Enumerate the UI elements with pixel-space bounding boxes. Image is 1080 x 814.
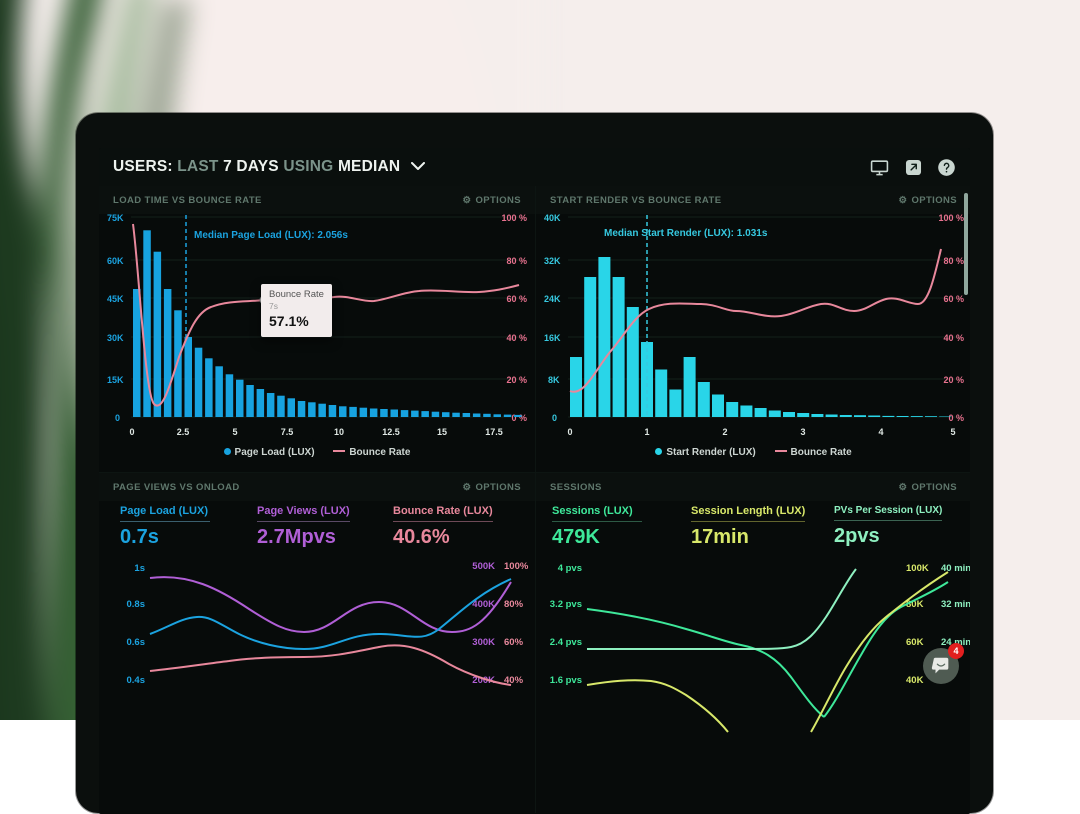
svg-text:30K: 30K <box>107 333 124 343</box>
svg-text:12.5: 12.5 <box>382 427 400 437</box>
svg-text:32 min: 32 min <box>941 599 970 610</box>
svg-text:75K: 75K <box>107 214 124 223</box>
svg-text:500K: 500K <box>472 561 495 572</box>
svg-text:3: 3 <box>800 427 805 437</box>
svg-text:100K: 100K <box>906 563 929 574</box>
svg-text:15: 15 <box>437 427 447 437</box>
svg-text:40 %: 40 % <box>506 333 527 343</box>
svg-text:2.5: 2.5 <box>177 427 190 437</box>
svg-text:60 %: 60 % <box>506 294 527 304</box>
svg-text:0 %: 0 % <box>511 413 527 423</box>
svg-text:60K: 60K <box>107 256 124 266</box>
svg-text:100%: 100% <box>504 561 529 572</box>
svg-text:15K: 15K <box>107 375 124 385</box>
svg-text:24K: 24K <box>544 294 561 304</box>
svg-text:0.6s: 0.6s <box>127 637 146 648</box>
svg-text:10: 10 <box>334 427 344 437</box>
svg-text:40 min: 40 min <box>941 563 970 574</box>
svg-text:0: 0 <box>129 427 134 437</box>
svg-text:1.6 pvs: 1.6 pvs <box>550 675 582 686</box>
svg-text:16K: 16K <box>544 333 561 343</box>
svg-text:17.5: 17.5 <box>485 427 503 437</box>
svg-text:40 %: 40 % <box>943 333 964 343</box>
svg-text:0: 0 <box>552 413 557 423</box>
svg-text:80%: 80% <box>504 599 524 610</box>
svg-text:0: 0 <box>115 413 120 423</box>
svg-text:0.4s: 0.4s <box>127 675 146 686</box>
svg-text:5: 5 <box>232 427 237 437</box>
svg-text:40K: 40K <box>906 675 924 686</box>
svg-text:80 %: 80 % <box>943 256 964 266</box>
svg-text:100 %: 100 % <box>938 214 964 223</box>
svg-text:40K: 40K <box>544 214 561 223</box>
svg-text:45K: 45K <box>107 294 124 304</box>
svg-text:1s: 1s <box>134 563 145 574</box>
svg-text:7.5: 7.5 <box>281 427 294 437</box>
svg-text:60 %: 60 % <box>943 294 964 304</box>
svg-text:100 %: 100 % <box>501 214 527 223</box>
svg-text:3.2 pvs: 3.2 pvs <box>550 599 582 610</box>
svg-text:300K: 300K <box>472 637 495 648</box>
svg-text:32K: 32K <box>544 256 561 266</box>
svg-text:20 %: 20 % <box>506 375 527 385</box>
svg-text:4: 4 <box>878 427 883 437</box>
svg-text:1: 1 <box>644 427 649 437</box>
svg-text:5: 5 <box>950 427 955 437</box>
svg-text:80 %: 80 % <box>506 256 527 266</box>
svg-text:60K: 60K <box>906 637 924 648</box>
svg-text:20 %: 20 % <box>943 375 964 385</box>
svg-text:2: 2 <box>722 427 727 437</box>
svg-text:0.8s: 0.8s <box>127 599 146 610</box>
svg-text:4 pvs: 4 pvs <box>558 563 582 574</box>
svg-text:0: 0 <box>567 427 572 437</box>
svg-text:2.4 pvs: 2.4 pvs <box>550 637 582 648</box>
svg-text:400K: 400K <box>472 599 495 610</box>
svg-text:8K: 8K <box>548 375 560 385</box>
svg-text:60%: 60% <box>504 637 524 648</box>
svg-text:0 %: 0 % <box>948 413 964 423</box>
